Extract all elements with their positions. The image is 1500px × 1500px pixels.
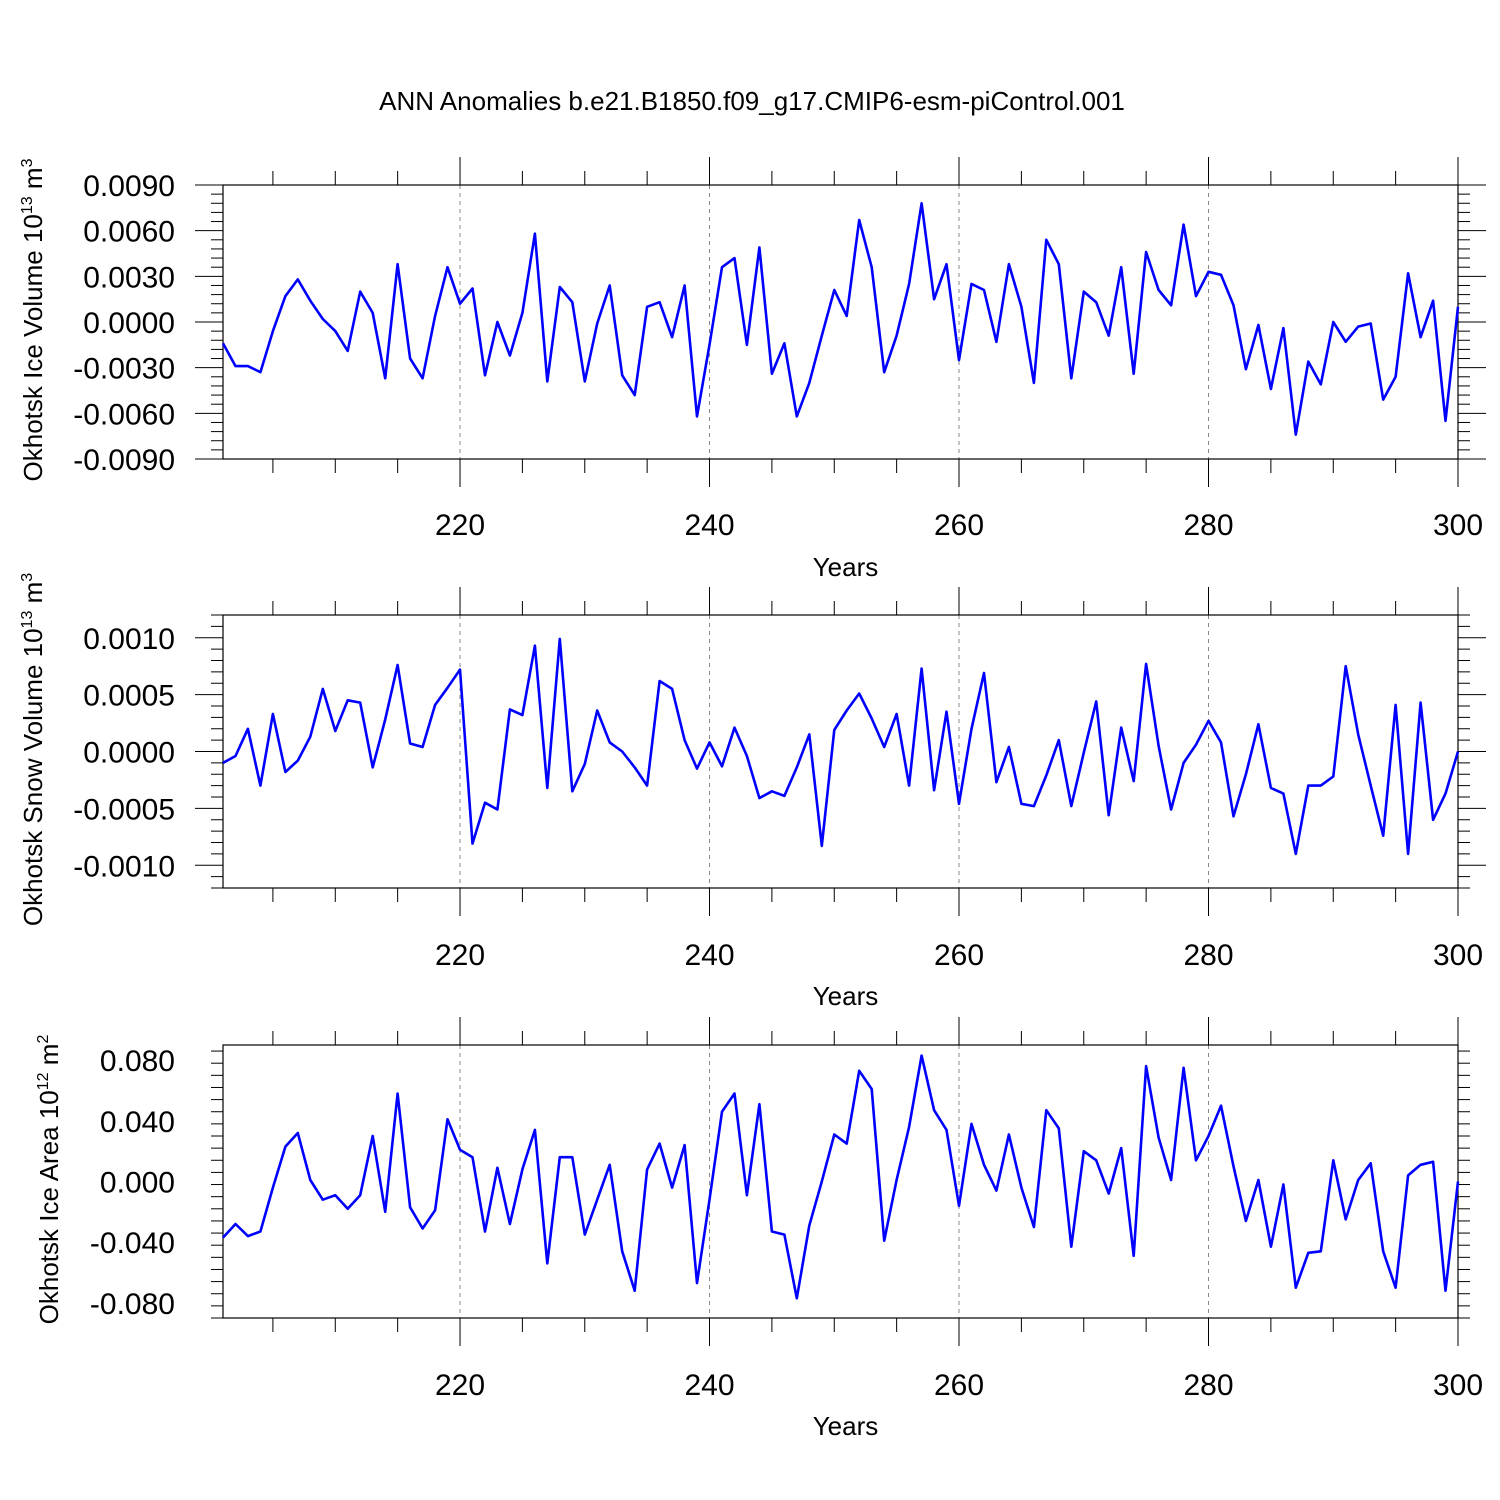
y-tick-label: 0.080	[100, 1045, 175, 1078]
y-tick-label: 0.0010	[83, 623, 175, 656]
x-tick-label: 260	[934, 939, 984, 972]
y-axis-title-unit: m	[18, 167, 48, 196]
x-tick-label: 220	[435, 1369, 485, 1402]
series-line	[221, 202, 1460, 436]
x-tick-label: 260	[934, 1369, 984, 1402]
y-axis-title-unit: m	[34, 1044, 64, 1073]
y-axis-title-text: Okhotsk Ice Area 10	[34, 1090, 64, 1324]
x-tick-label: 300	[1433, 939, 1483, 972]
y-axis-title-exponent: 13	[19, 196, 36, 214]
y-axis-title-exponent: 13	[19, 611, 36, 629]
y-axis-title-unit-exponent: 3	[19, 573, 36, 582]
y-tick-label: -0.080	[90, 1288, 175, 1321]
x-tick-label: 300	[1433, 1369, 1483, 1402]
series-line	[222, 1054, 1460, 1300]
x-tick-label: 280	[1183, 509, 1233, 542]
y-tick-label: 0.0030	[83, 261, 175, 294]
y-tick-label: 0.040	[100, 1106, 175, 1139]
y-tick-label: 0.0090	[83, 170, 175, 203]
y-axis-title-text: Okhotsk Ice Volume 10	[18, 214, 48, 481]
y-tick-label: -0.0010	[73, 850, 175, 883]
y-tick-label: -0.0060	[73, 398, 175, 431]
y-axis-title: Okhotsk Ice Volume 1013 m3	[18, 158, 48, 481]
figure-title: ANN Anomalies b.e21.B1850.f09_g17.CMIP6-…	[379, 86, 1125, 116]
x-tick-label: 280	[1183, 1369, 1233, 1402]
x-tick-label: 280	[1183, 939, 1233, 972]
x-axis-title: Years	[813, 981, 879, 1011]
y-axis-title-unit: m	[18, 582, 48, 611]
x-tick-label: 240	[684, 939, 734, 972]
x-tick-label: 240	[684, 1369, 734, 1402]
plot-frame	[222, 184, 1459, 460]
y-tick-label: -0.040	[90, 1227, 175, 1260]
x-tick-label: 300	[1433, 509, 1483, 542]
panel-snow-volume: 220 240 260 280 300 -0.0010 -0.0005 0.0000 0.000…	[18, 573, 1486, 1011]
panel-ice-volume: 220 240 260 280 300 -0.0090 -0.0060 -0.0030 0.00…	[18, 157, 1486, 582]
y-axis-title: Okhotsk Ice Area 1012 m2	[34, 1035, 64, 1325]
y-tick-label: -0.0005	[73, 793, 175, 826]
y-tick-label: 0.0000	[83, 737, 175, 770]
x-tick-label: 220	[435, 509, 485, 542]
y-tick-label: 0.000	[100, 1167, 175, 1200]
y-axis-title: Okhotsk Snow Volume 1013 m3	[18, 573, 48, 926]
x-axis-title: Years	[813, 552, 879, 582]
x-tick-label: 240	[684, 509, 734, 542]
y-axis-title-text: Okhotsk Snow Volume 10	[18, 628, 48, 926]
y-axis-title-unit-exponent: 3	[19, 158, 36, 167]
x-axis-title: Years	[813, 1411, 879, 1441]
y-tick-label: 0.0060	[83, 216, 175, 249]
plot-frame	[222, 614, 1459, 889]
y-tick-label: -0.0030	[73, 353, 175, 386]
panel-ice-area: 220 240 260 280 300 -0.080 -0.040 0.000 0.040 0.0…	[34, 1017, 1483, 1441]
y-axis-title-unit-exponent: 2	[35, 1035, 52, 1044]
y-tick-label: -0.0090	[73, 444, 175, 477]
y-axis-title-exponent: 12	[35, 1072, 52, 1090]
x-tick-label: 260	[934, 509, 984, 542]
series-line	[222, 637, 1460, 856]
x-tick-label: 220	[435, 939, 485, 972]
y-tick-label: 0.0000	[83, 307, 175, 340]
y-tick-label: 0.0005	[83, 680, 175, 713]
